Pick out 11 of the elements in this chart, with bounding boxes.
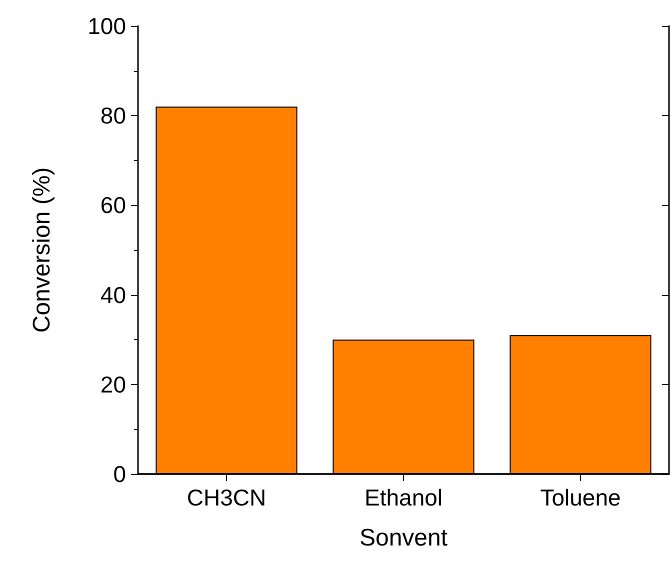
x-tick-label: CH3CN bbox=[186, 484, 266, 510]
y-tick-label: 80 bbox=[100, 102, 126, 129]
y-axis-title: Conversion (%) bbox=[28, 167, 56, 333]
x-axis-title: Sonvent bbox=[359, 524, 448, 552]
x-tick-label: Ethanol bbox=[364, 484, 443, 510]
y-tick-label: 40 bbox=[100, 282, 126, 308]
y-tick-label: 60 bbox=[100, 192, 126, 218]
x-tick-label: Toluene bbox=[540, 484, 621, 510]
y-tick-label: 100 bbox=[88, 13, 126, 39]
y-tick-label: 20 bbox=[100, 371, 126, 398]
y-tick-label: 0 bbox=[113, 461, 126, 487]
